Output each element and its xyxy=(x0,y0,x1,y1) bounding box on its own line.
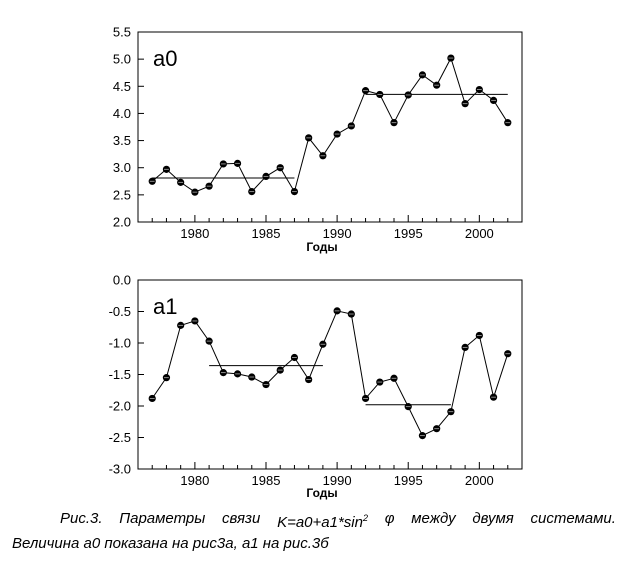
x-tick-label: 1995 xyxy=(394,226,423,241)
y-tick-label: 3.5 xyxy=(113,133,131,148)
caption-word: Параметры xyxy=(119,510,206,527)
x-axis-label: Годы xyxy=(306,240,337,254)
caption-line-2: Величина a0 показана на рис3а, a1 на рис… xyxy=(12,535,329,552)
y-tick-label: -2.5 xyxy=(109,430,131,445)
caption-superscript: 2 xyxy=(362,513,368,523)
caption-word: Рис.3. xyxy=(60,510,103,527)
x-tick-label: 1985 xyxy=(252,226,281,241)
y-tick-label: 2.5 xyxy=(113,187,131,202)
x-tick-label: 1980 xyxy=(180,473,209,488)
y-tick-label: -0.5 xyxy=(109,304,131,319)
y-tick-label: -2.0 xyxy=(109,399,131,414)
y-tick-label: 0.0 xyxy=(113,273,131,288)
y-tick-label: 4.0 xyxy=(113,106,131,121)
panel-label: a0 xyxy=(153,46,177,71)
caption-word: K=a0+a1*sin xyxy=(277,514,363,531)
plot-frame xyxy=(137,279,523,470)
y-tick-label: -3.0 xyxy=(109,462,131,477)
caption-line-1: Рис.3. Параметры связи K=a0+a1*sin2 φ ме… xyxy=(12,508,616,533)
chart-panel-a0: 2.0 2.5 3.0 3.5 4.0 4.5 5.0 5.5 1980 1985 1990 1995… xyxy=(113,25,523,254)
caption-word: φ xyxy=(384,510,395,527)
figure-caption: Рис.3. Параметры связи K=a0+a1*sin2 φ ме… xyxy=(12,508,616,554)
caption-word: связи xyxy=(222,510,261,527)
caption-word: двумя xyxy=(472,510,514,527)
y-tick-label: -1.0 xyxy=(109,336,131,351)
caption-word: системами. xyxy=(530,510,616,527)
x-tick-label: 1990 xyxy=(323,473,352,488)
figure: 2.0 2.5 3.0 3.5 4.0 4.5 5.0 5.5 1980 1985 1990 1995… xyxy=(109,25,523,500)
x-tick-label: 1995 xyxy=(394,473,423,488)
caption-word: между xyxy=(411,510,456,527)
x-tick-label: 1980 xyxy=(180,226,209,241)
series-line xyxy=(151,56,509,193)
x-tick-label: 2000 xyxy=(465,473,494,488)
x-tick-label: 1990 xyxy=(323,226,352,241)
y-tick-label: 5.0 xyxy=(113,52,131,67)
series-line xyxy=(151,310,509,437)
plot-frame xyxy=(137,31,523,223)
y-tick-label: 2.0 xyxy=(113,215,131,230)
y-tick-label: 4.5 xyxy=(113,79,131,94)
y-tick-label: 3.0 xyxy=(113,160,131,175)
x-tick-label: 1985 xyxy=(252,473,281,488)
x-tick-label: 2000 xyxy=(465,226,494,241)
panel-label: a1 xyxy=(153,294,177,319)
chart-panel-a1: -3.0 -2.5 -2.0 -1.5 -1.0 -0.5 0.0 1980 1985 1990 1… xyxy=(109,273,523,500)
y-tick-label: -1.5 xyxy=(109,367,131,382)
caption-formula: K=a0+a1*sin2 xyxy=(277,508,368,533)
x-axis-label: Годы xyxy=(306,486,337,500)
y-tick-label: 5.5 xyxy=(113,25,131,40)
